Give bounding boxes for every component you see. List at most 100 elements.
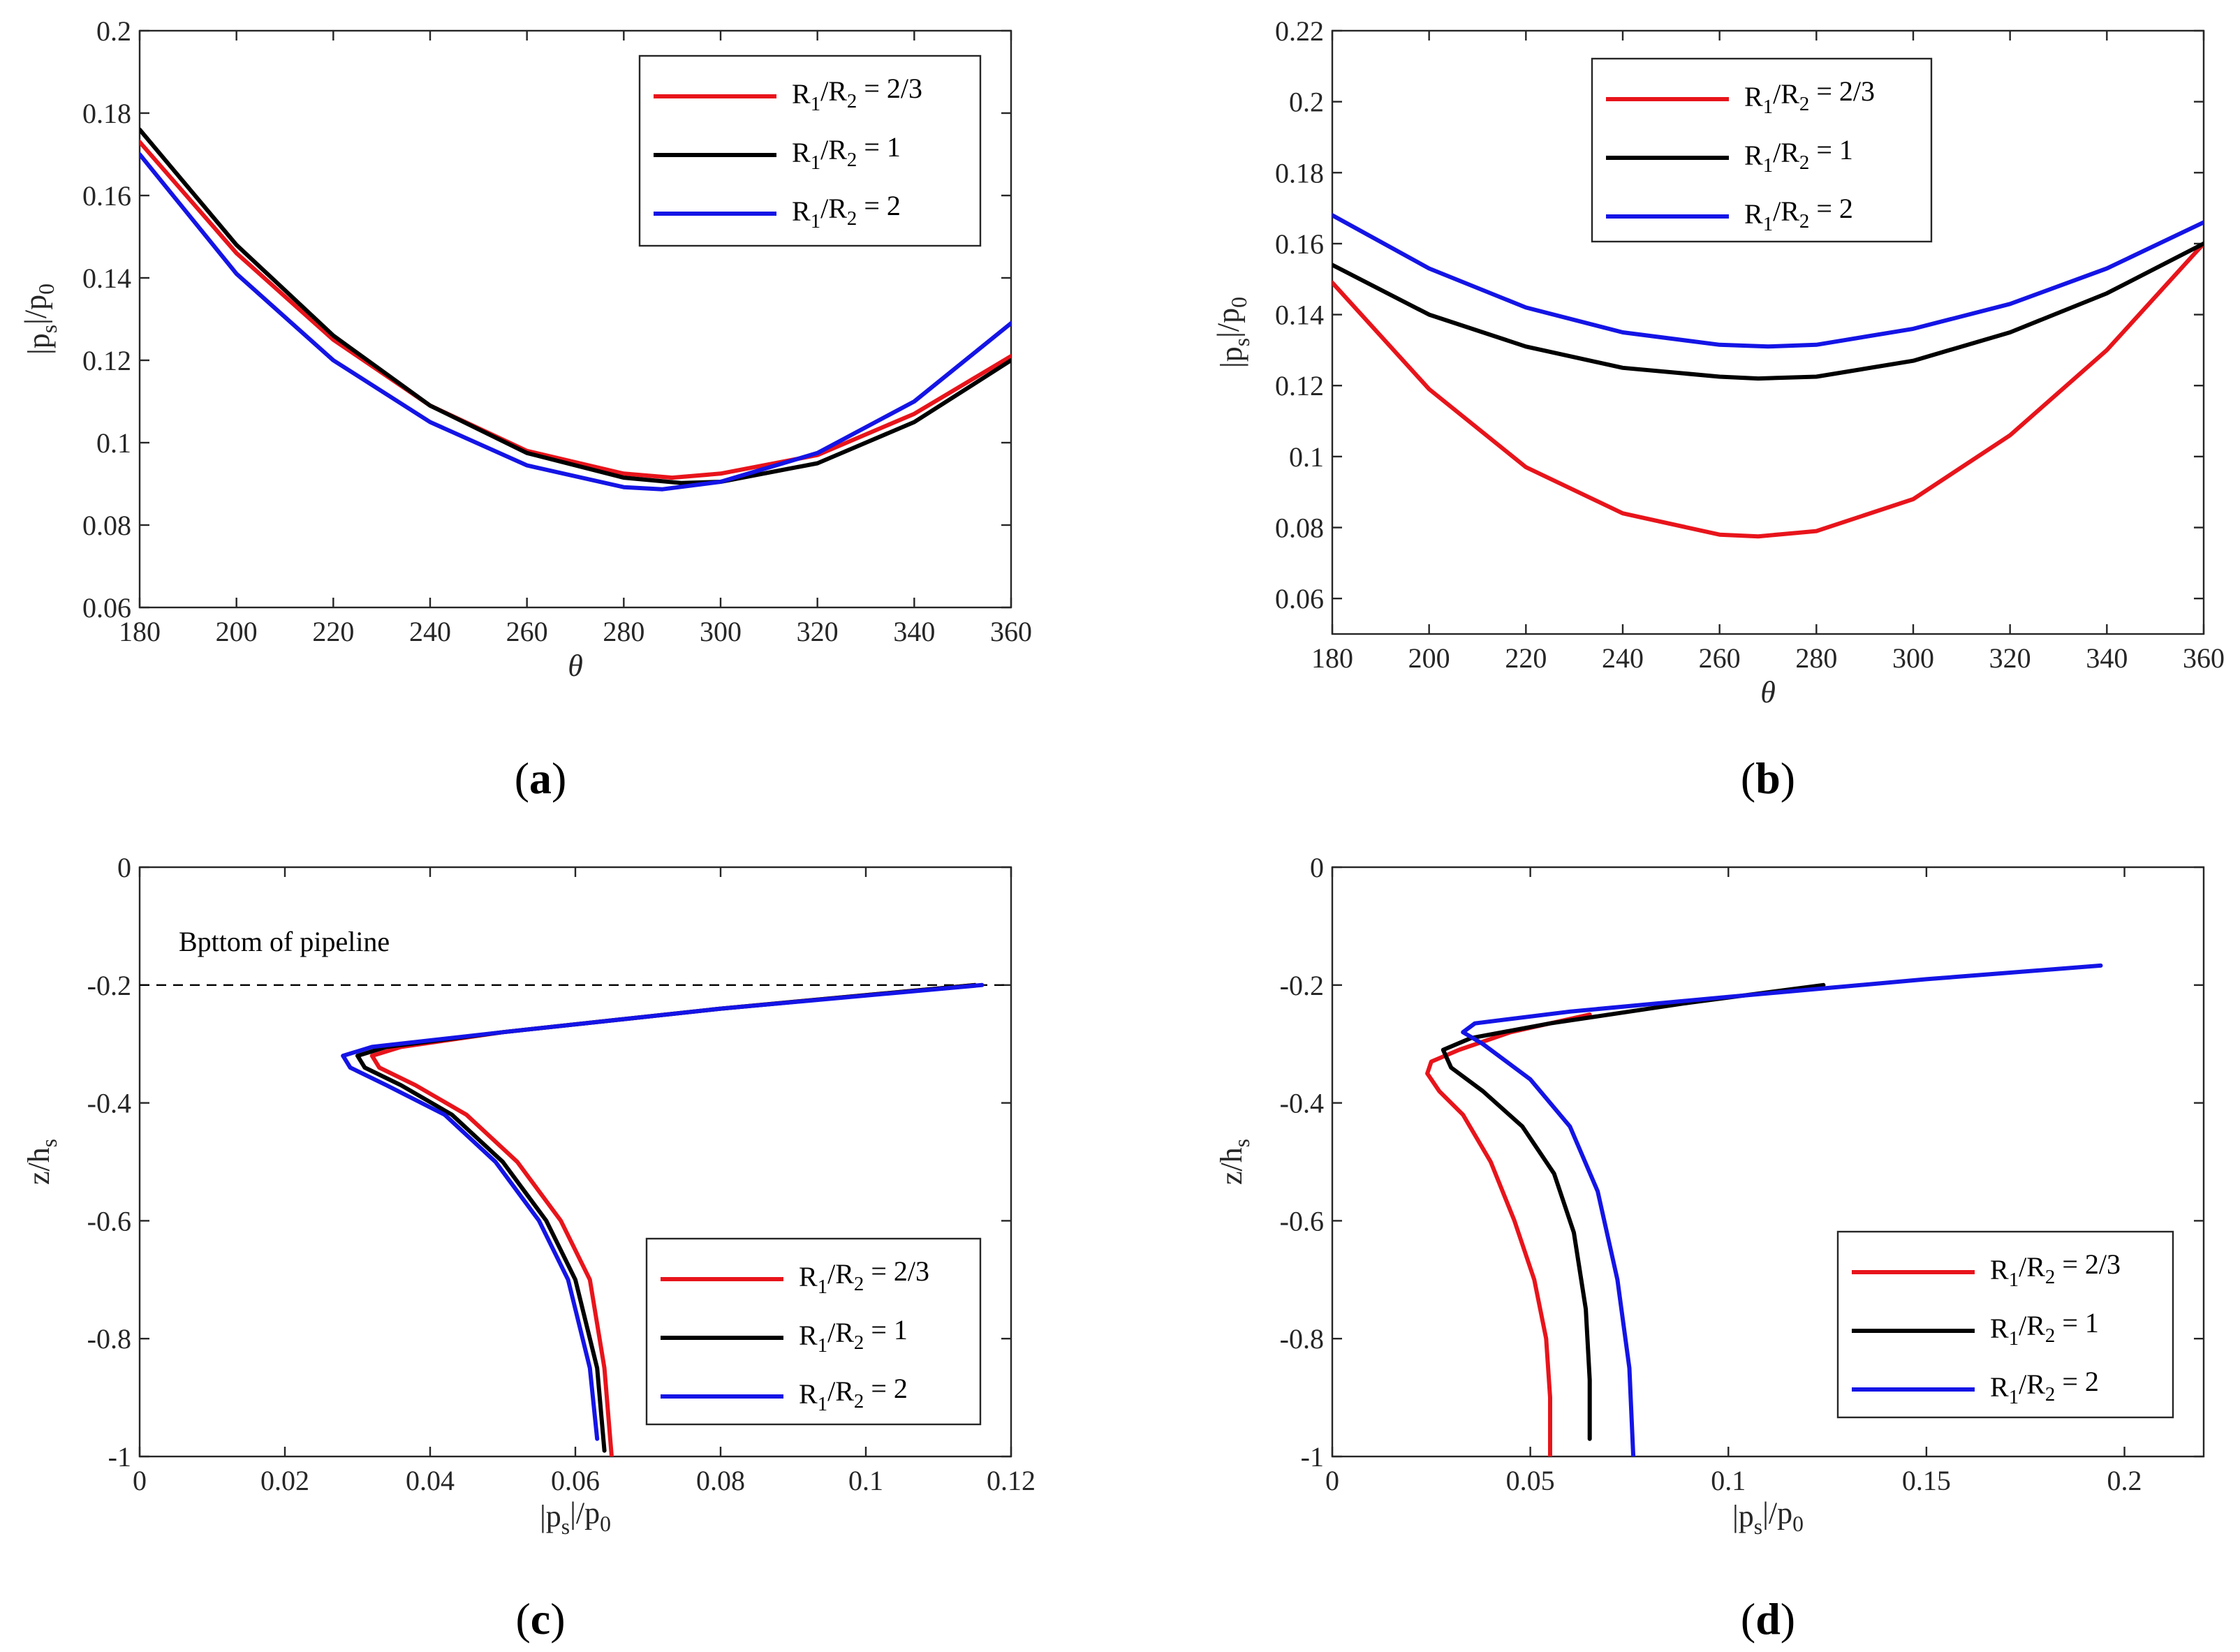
- series-line-black: [1332, 241, 2204, 381]
- x-tick-label: 340: [893, 616, 935, 647]
- series-line-red: [140, 140, 1011, 480]
- panel-d: 0 0.05 0.1 0.15 0.2 -1 -0.8 -0.6 -0.4 -0.2 0 |ps|/p…: [1214, 852, 2205, 1644]
- y-tick-label: 0.22: [1275, 15, 1324, 47]
- x-tick-label: 0: [133, 1465, 147, 1496]
- x-tick-label: 340: [2086, 642, 2128, 674]
- legend: R1/R2 = 2/3R1/R2 = 2/3 R1/R2 = 1R1/R2 = 1…: [1836, 1230, 2174, 1419]
- x-tick-label: 300: [700, 616, 742, 647]
- panel-c: 0 0.02 0.04 0.06 0.08 0.1 0.12 -1 -0.8 -0.6 -0.4 -0…: [22, 852, 1036, 1644]
- x-tick-label: 240: [409, 616, 451, 647]
- panel-label: (a)(a): [515, 753, 567, 803]
- legend-entry: R1/R2 = 2/3R1/R2 = 2/3: [1744, 75, 1875, 118]
- y-tick-label: 0.2: [1289, 87, 1324, 118]
- y-tick-label: -0.8: [1280, 1323, 1324, 1355]
- series-line-black: [1440, 982, 1826, 1441]
- legend-entry: R1/R2 = 2R1/R2 = 2: [1990, 1366, 2099, 1408]
- x-tick-label: 320: [1989, 642, 2031, 674]
- y-tick-label: 0.14: [82, 263, 131, 294]
- legend-entry: R1/R2 = 2/3R1/R2 = 2/3: [1990, 1248, 2121, 1291]
- series-line-red: [1332, 241, 2204, 539]
- axes-box: [1331, 866, 2205, 1458]
- x-tick-label: 0.04: [406, 1465, 455, 1496]
- series-line-black: [140, 127, 1011, 485]
- x-tick-label: 0.12: [987, 1465, 1036, 1496]
- y-tick-label: -1: [108, 1441, 131, 1473]
- axes-box: [1331, 29, 2205, 635]
- series-line-blue: [1332, 213, 2204, 349]
- y-tick-label: 0.18: [1275, 157, 1324, 189]
- panel-label: (d)(d): [1741, 1594, 1795, 1644]
- y-axis-label: z/hsz/hs: [1214, 1139, 1254, 1185]
- legend-box: [1836, 1230, 2174, 1419]
- x-tick-label: 260: [1699, 642, 1741, 674]
- x-tick-label: 220: [312, 616, 354, 647]
- legend: R1/R2 = 2/3R1/R2 = 2/3 R1/R2 = 1R1/R2 = 1…: [638, 54, 982, 247]
- y-tick-label: 0.06: [82, 592, 131, 624]
- x-axis-label: θ: [568, 649, 583, 683]
- legend: R1/R2 = 2/3R1/R2 = 2/3 R1/R2 = 1R1/R2 = 1…: [645, 1237, 982, 1426]
- legend-entry: R1/R2 = 2R1/R2 = 2: [792, 190, 901, 233]
- x-tick-label: 0.06: [551, 1465, 600, 1496]
- x-tick-label: 0.05: [1506, 1465, 1555, 1496]
- series-line-blue: [341, 982, 985, 1441]
- x-tick-label: 360: [990, 616, 1032, 647]
- x-tick-label: 300: [1892, 642, 1934, 674]
- y-tick-label: -0.6: [87, 1205, 131, 1237]
- x-tick-label: 260: [506, 616, 548, 647]
- x-tick-label: 360: [2183, 642, 2225, 674]
- y-tick-label: 0.06: [1275, 583, 1324, 614]
- x-tick-label: 200: [1408, 642, 1450, 674]
- y-tick-label: -0.4: [1280, 1088, 1324, 1119]
- y-tick-label: 0.12: [82, 345, 131, 376]
- series-line-blue: [1461, 963, 2103, 1456]
- x-tick-label: 180: [119, 616, 161, 647]
- y-tick-label: 0: [1310, 852, 1324, 883]
- x-axis-label: |ps|/p0|ps|/p0: [1732, 1496, 1804, 1539]
- legend-box: [645, 1237, 982, 1426]
- axes-box: [138, 29, 1012, 609]
- x-axis-label: θ: [1760, 675, 1776, 709]
- y-tick-label: 0.12: [1275, 370, 1324, 401]
- y-tick-label: -0.6: [1280, 1205, 1324, 1237]
- x-tick-label: 0.02: [260, 1465, 309, 1496]
- y-tick-label: -1: [1301, 1441, 1324, 1473]
- y-tick-label: 0.18: [82, 98, 131, 129]
- x-tick-label: 280: [603, 616, 644, 647]
- panel-a: 180 200 220 240 260 280 300 320 340 360 0.06 0.08 0.…: [19, 15, 1032, 803]
- x-tick-label: 240: [1602, 642, 1644, 674]
- y-tick-label: 0.08: [82, 510, 131, 541]
- panel-label: (b)(b): [1741, 753, 1795, 803]
- y-tick-label: 0.08: [1275, 512, 1324, 544]
- legend-entry: R1/R2 = 2R1/R2 = 2: [1744, 193, 1853, 235]
- y-tick-label: -0.2: [87, 970, 131, 1001]
- x-tick-label: 200: [216, 616, 258, 647]
- y-tick-label: 0.2: [96, 15, 131, 47]
- legend-entry: R1/R2 = 2/3R1/R2 = 2/3: [792, 73, 922, 115]
- y-tick-label: -0.2: [1280, 970, 1324, 1001]
- x-tick-label: 0.08: [696, 1465, 745, 1496]
- x-tick-label: 0: [1325, 1465, 1339, 1496]
- x-tick-label: 180: [1311, 642, 1353, 674]
- series-line-red: [1425, 1012, 1592, 1456]
- y-tick-label: -0.4: [87, 1088, 131, 1119]
- y-axis-label: z/hsz/hs: [22, 1139, 61, 1185]
- x-tick-label: 320: [797, 616, 839, 647]
- x-tick-label: 0.1: [1711, 1465, 1746, 1496]
- legend-box: [638, 54, 982, 247]
- x-tick-label: 0.15: [1902, 1465, 1951, 1496]
- y-tick-label: 0.1: [1289, 441, 1324, 473]
- legend-entry: R1/R2 = 1R1/R2 = 1: [792, 131, 901, 174]
- y-tick-label: 0.16: [82, 180, 131, 212]
- panel-b: 180 200 220 240 260 280 300 320 340 360 0.06 0.08 0.…: [1211, 15, 2225, 803]
- series-line-blue: [140, 152, 1011, 492]
- legend-entry: R1/R2 = 1R1/R2 = 1: [1744, 134, 1853, 177]
- y-tick-label: 0.14: [1275, 300, 1324, 331]
- annotation-text: Bpttom of pipeline: [179, 926, 390, 957]
- x-tick-label: 280: [1795, 642, 1837, 674]
- x-axis-label: |ps|/p0|ps|/p0: [540, 1496, 611, 1539]
- x-tick-label: 0.2: [2107, 1465, 2142, 1496]
- y-tick-label: 0: [117, 852, 131, 883]
- x-tick-label: 220: [1505, 642, 1547, 674]
- y-tick-label: 0.1: [96, 427, 131, 459]
